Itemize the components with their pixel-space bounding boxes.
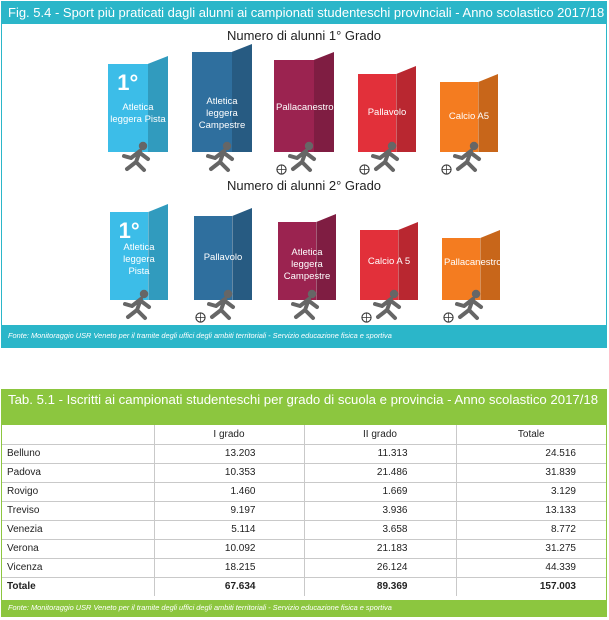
- value-cell: 13.203: [154, 444, 305, 464]
- sport-box: Pallacanestro: [442, 230, 502, 323]
- table-header-row: I grado II grado Totale: [2, 425, 606, 445]
- sport-label: Calcio A5: [448, 111, 490, 123]
- value-cell: 10.353: [154, 463, 305, 483]
- total-value: 67.634: [154, 576, 305, 596]
- figure-body: Numero di alunni 1° Grado Numero di alun…: [2, 24, 606, 325]
- table-row: Rovigo 1.460 1.669 3.129: [2, 482, 606, 502]
- sport-label: Atletica leggera Pista: [123, 242, 155, 278]
- runner-icon: [116, 140, 156, 179]
- sport-label: Pallacanestro: [276, 102, 334, 113]
- rank-label: 1°: [118, 218, 140, 243]
- sport-label: Atletica leggera Campestre: [198, 95, 246, 131]
- value-cell: 21.183: [304, 539, 457, 559]
- total-value: 89.369: [304, 576, 457, 596]
- sport-box: Calcio A 5: [360, 222, 418, 323]
- sport-label: Calcio A 5: [367, 256, 411, 268]
- province-cell: Padova: [2, 463, 155, 483]
- table-row: Padova 10.353 21.486 31.839: [2, 463, 606, 483]
- header-province: [2, 425, 155, 445]
- province-cell: Vicenza: [2, 558, 155, 578]
- value-cell: 3.129: [456, 482, 606, 502]
- row2-title: Numero di alunni 2° Grado: [226, 178, 382, 193]
- sport-box: Atletica leggera Campestre: [192, 44, 252, 172]
- table-source: Fonte: Monitoraggio USR Veneto per il tr…: [2, 600, 606, 616]
- cross-country-runner-icon: [285, 288, 325, 327]
- value-cell: 3.936: [304, 501, 457, 521]
- sport-label: Atletica leggera Campestre: [283, 246, 331, 282]
- table-row: Verona 10.092 21.183 31.275: [2, 539, 606, 559]
- value-cell: 11.313: [304, 444, 457, 464]
- table-panel: Tab. 5.1 - Iscritti ai campionati studen…: [1, 389, 607, 617]
- sport-box: Pallavolo: [358, 66, 416, 175]
- total-row: Totale 67.634 89.369 157.003: [2, 576, 606, 596]
- province-cell: Rovigo: [2, 482, 155, 502]
- province-cell: Verona: [2, 539, 155, 559]
- value-cell: 13.133: [456, 501, 606, 521]
- province-cell: Treviso: [2, 501, 155, 521]
- volleyball-player-icon: [359, 140, 405, 179]
- province-cell: Venezia: [2, 520, 155, 540]
- value-cell: 1.669: [304, 482, 457, 502]
- basketball-player-icon: [276, 140, 322, 179]
- value-cell: 44.339: [456, 558, 606, 578]
- value-cell: 26.124: [304, 558, 457, 578]
- table-row: Vicenza 18.215 26.124 44.339: [2, 558, 606, 578]
- value-cell: 5.114: [154, 520, 305, 540]
- value-cell: 1.460: [154, 482, 305, 502]
- sport-label: Pallavolo: [367, 107, 407, 119]
- figure-panel: Fig. 5.4 - Sport più praticati dagli alu…: [1, 1, 607, 348]
- value-cell: 21.486: [304, 463, 457, 483]
- sport-box: Pallacanestro: [274, 52, 334, 175]
- value-cell: 10.092: [154, 539, 305, 559]
- enrollment-table: I grado II grado Totale Belluno 13.203 11.…: [2, 425, 606, 596]
- football-player-icon: [361, 288, 407, 327]
- table-row: Treviso 9.197 3.936 13.133: [2, 501, 606, 521]
- value-cell: 31.275: [456, 539, 606, 559]
- sport-label: Pallacanestro: [444, 256, 502, 268]
- total-label: Totale: [2, 576, 155, 596]
- value-cell: 3.658: [304, 520, 457, 540]
- total-value: 157.003: [456, 576, 606, 596]
- value-cell: 18.215: [154, 558, 305, 578]
- rank-label: 1°: [117, 70, 139, 95]
- sport-box: 1° Atletica leggera Pista: [110, 204, 168, 320]
- football-player-icon: [441, 140, 487, 179]
- table-row: Venezia 5.114 3.658 8.772: [2, 520, 606, 540]
- value-cell: 9.197: [154, 501, 305, 521]
- value-cell: 24.516: [456, 444, 606, 464]
- table-row: Belluno 13.203 11.313 24.516: [2, 444, 606, 464]
- figure-title: Fig. 5.4 - Sport più praticati dagli alu…: [2, 2, 606, 24]
- runner-icon: [117, 288, 157, 327]
- sport-label: Atletica leggera Pista: [110, 102, 166, 126]
- volleyball-player-icon: [195, 288, 241, 327]
- basketball-player-icon: [443, 288, 489, 327]
- province-cell: Belluno: [2, 444, 155, 464]
- table-title: Tab. 5.1 - Iscritti ai campionati studen…: [2, 390, 606, 425]
- sport-box: 1° Atletica leggera Pista: [108, 56, 168, 172]
- sport-box: Pallavolo: [194, 208, 252, 323]
- header-grade1: I grado: [154, 425, 305, 445]
- row1-title: Numero di alunni 1° Grado: [226, 28, 382, 43]
- value-cell: 31.839: [456, 463, 606, 483]
- cross-country-runner-icon: [200, 140, 240, 179]
- figure-source: Fonte: Monitoraggio USR Veneto per il tr…: [2, 325, 606, 347]
- header-total: Totale: [456, 425, 606, 445]
- value-cell: 8.772: [456, 520, 606, 540]
- sport-box: Calcio A5: [440, 74, 498, 175]
- sport-label: Pallavolo: [203, 252, 243, 264]
- sport-box: Atletica leggera Campestre: [278, 214, 336, 320]
- header-grade2: II grado: [304, 425, 457, 445]
